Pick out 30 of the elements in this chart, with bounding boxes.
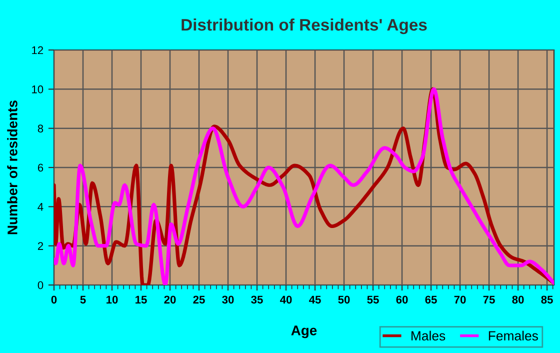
- y-axis-title: Number of residents: [7, 100, 18, 234]
- x-tick-label: 70: [454, 296, 466, 304]
- x-tick-label: 85: [541, 296, 553, 304]
- y-tick-label: 0: [38, 281, 44, 290]
- y-tick-label: 12: [32, 46, 44, 54]
- legend-label: Males: [412, 330, 446, 340]
- y-tick-label: 2: [38, 242, 44, 250]
- x-tick-label: 30: [222, 296, 234, 304]
- x-tick-label: 60: [396, 296, 408, 304]
- y-tick-label: 10: [32, 85, 44, 94]
- x-tick-label: 55: [367, 296, 379, 304]
- x-tick-label: 20: [164, 296, 176, 304]
- x-tick-label: 10: [106, 296, 118, 304]
- legend-label: Females: [488, 330, 538, 340]
- x-tick-label: 40: [280, 296, 292, 304]
- y-tick-label: 8: [38, 124, 44, 132]
- y-tick-label: 6: [38, 164, 44, 172]
- x-tick-label: 0: [51, 296, 57, 304]
- chart-title: Distribution of Residents' Ages: [182, 18, 427, 34]
- x-tick-label: 35: [251, 296, 263, 304]
- x-tick-label: 50: [338, 296, 350, 304]
- y-tick-label: 4: [38, 203, 44, 211]
- x-tick-label: 5: [80, 296, 86, 304]
- x-tick-label: 25: [193, 296, 205, 304]
- x-tick-label: 80: [512, 296, 524, 304]
- x-tick-label: 65: [425, 296, 437, 304]
- x-axis-title: Age: [291, 326, 317, 338]
- x-tick-label: 75: [483, 296, 495, 304]
- x-tick-label: 45: [309, 296, 321, 304]
- x-tick-label: 15: [136, 296, 147, 304]
